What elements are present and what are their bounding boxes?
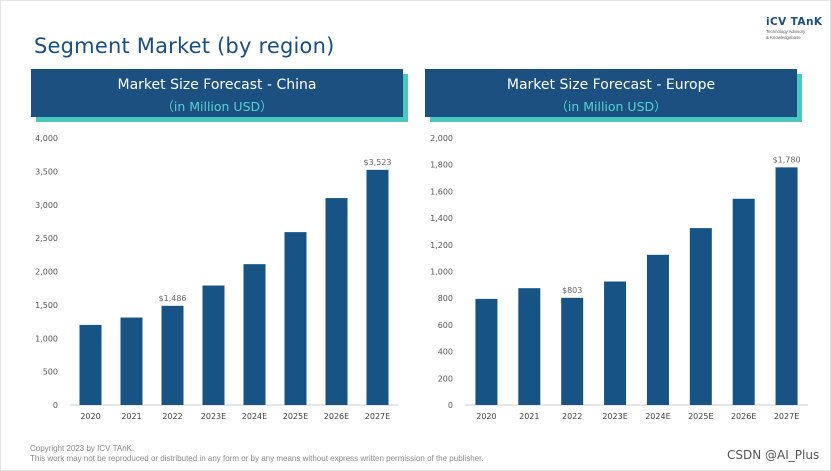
header-box: Market Size Forecast - Europe （in Millio… — [425, 69, 797, 117]
europe-data-label: $1,780 — [773, 155, 801, 164]
europe-header-title: Market Size Forecast - Europe — [506, 77, 716, 93]
europe-xtick-label: 2025E — [688, 412, 713, 421]
europe-bar-2025e — [689, 228, 712, 405]
china-bar-2025e — [284, 232, 307, 405]
china-bar-2022 — [161, 305, 184, 405]
europe-bar-2027e — [775, 167, 798, 405]
europe-data-label: $803 — [562, 286, 582, 295]
europe-ytick-label: 1,800 — [430, 161, 453, 170]
china-header-unit: （in Million USD） — [161, 99, 273, 114]
europe-xtick-label: 2024E — [645, 412, 670, 421]
europe-bar-2023e — [604, 281, 627, 405]
china-bar-2026e — [325, 198, 348, 405]
europe-bar-2020 — [475, 298, 498, 405]
europe-ytick-label: 2,000 — [430, 134, 453, 143]
china-ytick-label: 3,000 — [35, 201, 58, 210]
china-ytick-label: 500 — [43, 368, 58, 377]
copyright-line-1: Copyright 2023 by ICV TAnK. — [30, 444, 135, 453]
china-bar-2020 — [79, 324, 102, 405]
copyright-notice: Copyright 2023 by ICV TAnK. This work ma… — [30, 444, 484, 464]
brand-tagline-2: & Knowledgebase — [766, 35, 801, 40]
europe-header-unit: （in Million USD） — [555, 99, 667, 114]
europe-ytick-label: 1,000 — [430, 268, 453, 277]
china-xtick-label: 2023E — [201, 412, 226, 421]
europe-ytick-label: 0 — [448, 401, 453, 410]
europe-ytick-label: 1,400 — [430, 214, 453, 223]
china-bar-2021 — [120, 317, 143, 405]
brand-tagline-1: Technology Advisory — [766, 29, 806, 34]
europe-bar-chart: 0 200 400 600 800 1,000 1,200 1,400 1,600 1,800 2,… — [430, 134, 808, 421]
china-ytick-label: 2,000 — [35, 268, 58, 277]
europe-ytick-label: 600 — [438, 321, 453, 330]
china-xtick-label: 2026E — [324, 412, 349, 421]
china-bar-2023e — [202, 285, 225, 405]
china-ytick-label: 2,500 — [35, 234, 58, 243]
header-box: Market Size Forecast - China （in Million… — [31, 69, 403, 117]
china-xtick-label: 2022 — [162, 412, 182, 421]
china-xtick-label: 2027E — [365, 412, 390, 421]
europe-ytick-label: 800 — [438, 294, 453, 303]
china-xtick-label: 2025E — [283, 412, 308, 421]
europe-xtick-label: 2021 — [519, 412, 539, 421]
china-xtick-label: 2024E — [242, 412, 267, 421]
europe-xtick-label: 2020 — [476, 412, 496, 421]
china-data-label: $1,486 — [159, 294, 187, 303]
china-ytick-label: 1,000 — [35, 334, 58, 343]
china-xtick-label: 2021 — [121, 412, 141, 421]
europe-bar-2022 — [561, 297, 584, 405]
china-panel-header: Market Size Forecast - China （in Million… — [31, 69, 408, 122]
copyright-line-2: This work may not be reproduced or distr… — [30, 454, 484, 463]
china-xtick-label: 2020 — [80, 412, 100, 421]
china-bar-chart: 0 500 1,000 1,500 2,000 2,500 3,000 3,500 4,000 2… — [35, 134, 398, 421]
china-ytick-label: 4,000 — [35, 134, 58, 143]
europe-panel-header: Market Size Forecast - Europe （in Millio… — [425, 69, 802, 122]
europe-xtick-label: 2022 — [562, 412, 582, 421]
watermark: CSDN @AI_Plus — [727, 448, 820, 462]
china-bar-2027e — [366, 169, 389, 405]
europe-ytick-label: 1,200 — [430, 241, 453, 250]
europe-ytick-label: 1,600 — [430, 187, 453, 196]
china-ytick-label: 1,500 — [35, 301, 58, 310]
europe-bar-2021 — [518, 288, 541, 405]
brand-logo: iCV TAnK Technology Advisory & Knowledge… — [766, 16, 826, 40]
europe-bar-2024e — [646, 254, 669, 405]
china-ytick-label: 3,500 — [35, 167, 58, 176]
china-bar-2024e — [243, 264, 266, 405]
china-header-title: Market Size Forecast - China — [117, 77, 317, 93]
europe-bar-2026e — [732, 198, 755, 405]
page-title: Segment Market (by region) — [34, 34, 335, 58]
europe-ytick-label: 400 — [438, 348, 453, 357]
europe-xtick-label: 2023E — [602, 412, 627, 421]
brand-name: iCV TAnK — [766, 16, 823, 28]
europe-xtick-label: 2027E — [774, 412, 799, 421]
europe-ytick-label: 200 — [438, 374, 453, 383]
china-data-label: $3,523 — [364, 158, 392, 167]
europe-xtick-label: 2026E — [731, 412, 756, 421]
china-ytick-label: 0 — [53, 401, 58, 410]
